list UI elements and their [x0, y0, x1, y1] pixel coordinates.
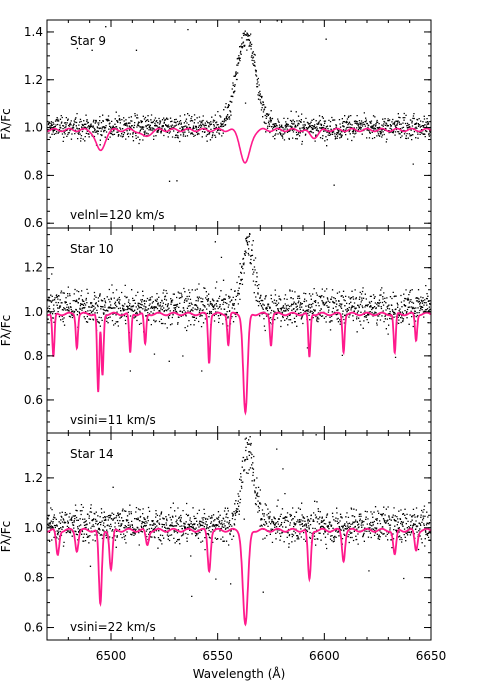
- x-tick-label: 6550: [202, 649, 233, 663]
- panel-star14: [46, 432, 432, 641]
- star-label: Star 10: [70, 242, 114, 256]
- y-tick-label: 1.2: [24, 73, 43, 87]
- y-tick-label: 0.8: [24, 349, 43, 363]
- model-spectrum-star14: [47, 527, 431, 627]
- y-tick-label: 0.8: [24, 571, 43, 585]
- y-tick-label: 1.4: [24, 25, 43, 39]
- y-tick-label: 0.6: [24, 393, 43, 407]
- star-label: Star 9: [70, 34, 106, 48]
- y-axis-label: Fλ/Fc: [0, 315, 13, 347]
- model-spectrum-star9: [47, 127, 431, 164]
- model-spectrum-star10: [47, 311, 431, 416]
- panel-star10: [46, 227, 432, 434]
- observed-spectrum-star14: [47, 434, 431, 598]
- y-tick-label: 1.0: [24, 521, 43, 535]
- rotation-label: velnl=120 km/s: [70, 208, 164, 222]
- x-tick-label: 6500: [96, 649, 127, 663]
- panel-frame-star9: [46, 19, 432, 229]
- observed-spectrum-star9: [47, 20, 431, 186]
- y-axis-label: Fλ/Fc: [0, 108, 13, 140]
- y-axis-label: Fλ/Fc: [0, 521, 13, 553]
- rotation-label: vsini=11 km/s: [70, 413, 156, 427]
- x-tick-label: 6600: [309, 649, 340, 663]
- y-tick-label: 1.2: [24, 261, 43, 275]
- observed-spectrum-star10: [47, 233, 431, 372]
- y-tick-label: 1.0: [24, 121, 43, 135]
- y-tick-label: 1.0: [24, 305, 43, 319]
- y-tick-label: 1.2: [24, 471, 43, 485]
- x-axis-label: Wavelength (Å): [193, 666, 286, 681]
- x-tick-label: 6650: [416, 649, 447, 663]
- y-tick-label: 0.6: [24, 216, 43, 230]
- y-tick-label: 0.8: [24, 168, 43, 182]
- rotation-label: vsini=22 km/s: [70, 620, 156, 634]
- star-label: Star 14: [70, 447, 114, 461]
- y-tick-label: 0.6: [24, 621, 43, 635]
